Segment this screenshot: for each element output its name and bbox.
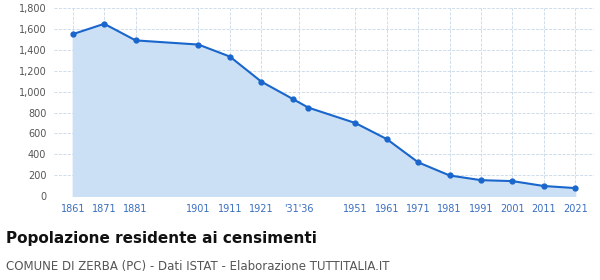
Text: COMUNE DI ZERBA (PC) - Dati ISTAT - Elaborazione TUTTITALIA.IT: COMUNE DI ZERBA (PC) - Dati ISTAT - Elab…	[6, 260, 389, 273]
Text: Popolazione residente ai censimenti: Popolazione residente ai censimenti	[6, 231, 317, 246]
